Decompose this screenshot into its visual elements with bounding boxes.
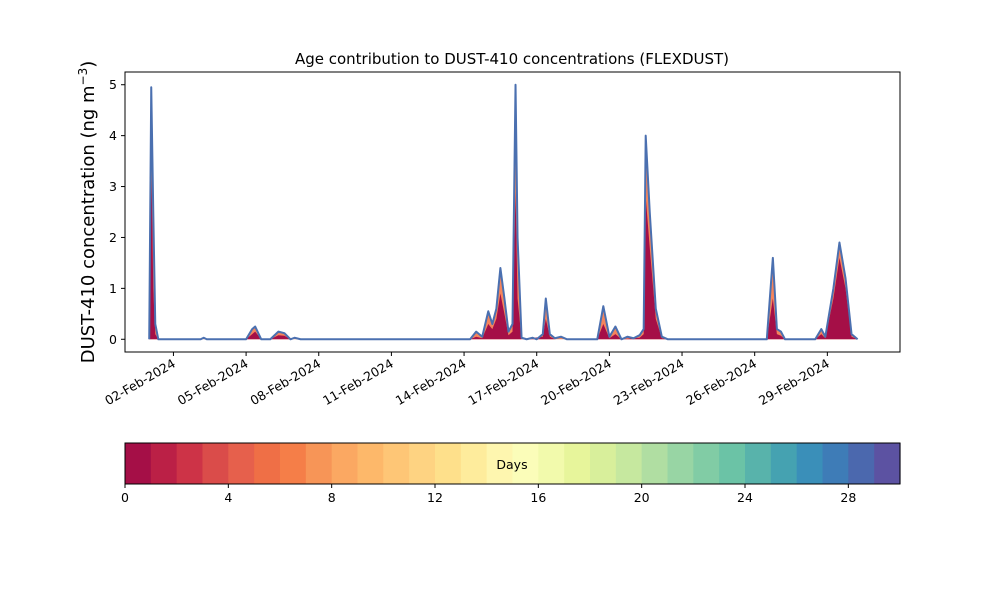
colorbar-swatch	[357, 443, 384, 484]
colorbar-swatch	[176, 443, 204, 484]
colorbar-swatch	[564, 443, 591, 484]
x-tick-label: 11-Feb-2024	[320, 356, 396, 408]
colorbar-swatch	[280, 443, 307, 484]
x-tick-label: 23-Feb-2024	[611, 356, 687, 408]
y-axis-ticks: 0 1 2 3 4 5	[109, 77, 125, 347]
colorbar-swatch	[486, 443, 514, 484]
y-axis-label: DUST-410 concentration (ng m−3)	[76, 61, 99, 364]
colorbar-swatch	[383, 443, 410, 484]
colorbar-swatch	[615, 443, 643, 484]
y-tick-label: 4	[109, 128, 117, 143]
colorbar-tick-label: 8	[328, 490, 336, 505]
y-tick-label: 2	[109, 230, 117, 245]
x-tick-label: 08-Feb-2024	[247, 356, 323, 408]
colorbar-tick-label: 4	[224, 490, 232, 505]
x-tick-label: 14-Feb-2024	[393, 356, 469, 408]
colorbar-swatch	[693, 443, 720, 484]
colorbar-swatch	[719, 443, 746, 484]
colorbar-swatch	[331, 443, 359, 484]
x-tick-label: 02-Feb-2024	[102, 356, 178, 408]
chart-title: Age contribution to DUST-410 concentrati…	[295, 50, 729, 68]
colorbar-swatch	[667, 443, 694, 484]
x-tick-label: 05-Feb-2024	[175, 356, 251, 408]
plot-area: 0 1 2 3 4 5 02-Feb-202405-Feb-202408-Feb-2024…	[102, 71, 901, 408]
x-tick-label: 17-Feb-2024	[465, 356, 541, 408]
x-tick-label: 29-Feb-2024	[756, 356, 832, 408]
colorbar-swatch	[874, 443, 901, 484]
colorbar-swatch	[254, 443, 281, 484]
colorbar-swatch	[745, 443, 772, 484]
total-concentration-line	[148, 83, 859, 341]
colorbar-swatch	[641, 443, 669, 484]
x-tick-label: 20-Feb-2024	[538, 356, 614, 408]
colorbar-swatch	[150, 443, 178, 484]
x-tick-label: 26-Feb-2024	[683, 356, 759, 408]
axes-frame	[124, 71, 901, 353]
colorbar-swatch	[460, 443, 488, 484]
colorbar-tick-label: 0	[121, 490, 129, 505]
y-tick-label: 5	[109, 77, 117, 92]
colorbar-swatch	[305, 443, 333, 484]
colorbar-swatch	[228, 443, 255, 484]
total-age-area	[149, 84, 858, 340]
colorbar-tick-label: 24	[737, 490, 753, 505]
y-tick-label: 0	[109, 332, 117, 347]
colorbar-tick-label: 12	[427, 490, 443, 505]
colorbar-swatch	[848, 443, 875, 484]
colorbar-swatch	[512, 443, 539, 484]
colorbar-tick-label: 16	[530, 490, 546, 505]
colorbar: Days 0 4 8 12 16 20 24 28	[121, 442, 901, 505]
colorbar-swatch	[796, 443, 824, 484]
colorbar-tick-label: 20	[634, 490, 650, 505]
colorbar-label: Days	[496, 457, 527, 472]
colorbar-swatch	[822, 443, 849, 484]
colorbar-swatches	[125, 443, 901, 484]
colorbar-tick-label: 28	[840, 490, 856, 505]
young-age-area	[149, 156, 858, 340]
colorbar-swatch	[435, 443, 462, 484]
y-tick-label: 3	[109, 179, 117, 194]
colorbar-swatch	[125, 443, 152, 484]
colorbar-swatch	[409, 443, 436, 484]
colorbar-swatch	[538, 443, 565, 484]
colorbar-frame	[124, 442, 901, 485]
y-tick-label: 1	[109, 281, 117, 296]
colorbar-swatch	[590, 443, 617, 484]
colorbar-swatch	[202, 443, 229, 484]
x-axis-ticks: 02-Feb-202405-Feb-202408-Feb-202411-Feb-…	[102, 352, 832, 408]
colorbar-ticks: 0 4 8 12 16 20 24 28	[121, 484, 856, 505]
colorbar-swatch	[770, 443, 798, 484]
series-layer	[148, 83, 859, 341]
